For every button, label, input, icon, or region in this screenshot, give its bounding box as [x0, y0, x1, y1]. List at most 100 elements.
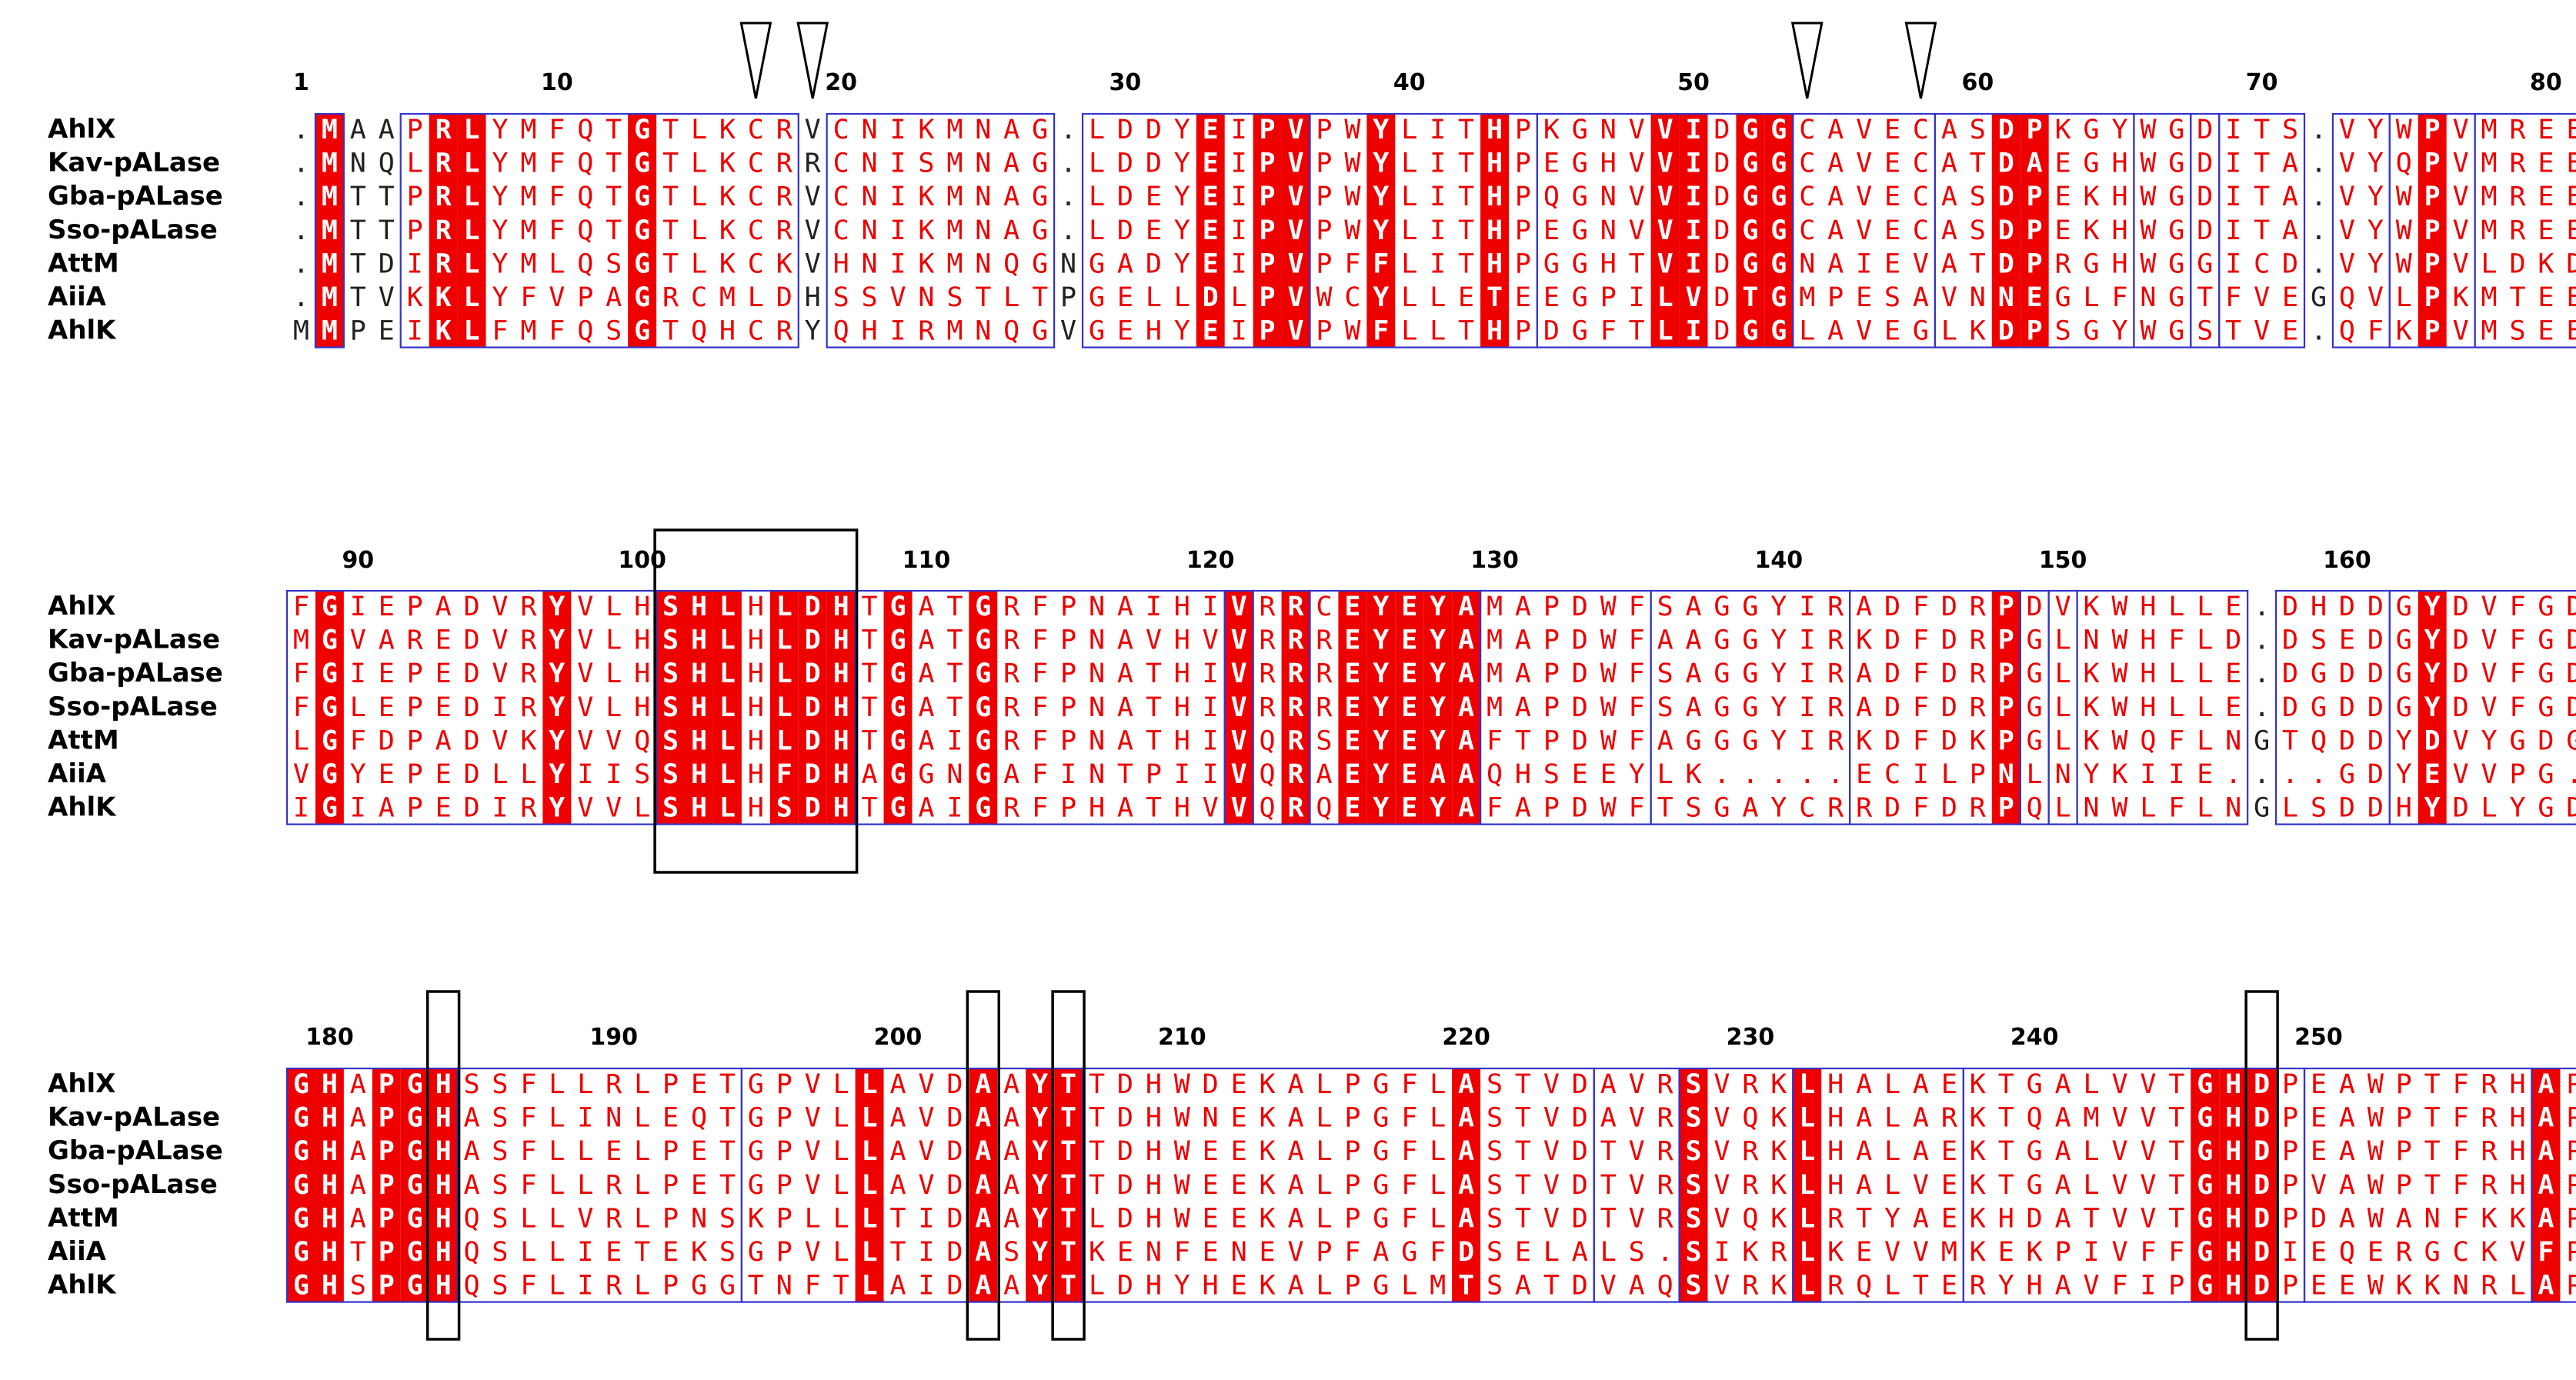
- residue: Y: [1032, 1170, 1048, 1201]
- residue: G: [1770, 148, 1787, 179]
- residue: V: [2453, 759, 2469, 790]
- residue: P: [2282, 1170, 2298, 1201]
- residue: I: [1856, 248, 1872, 279]
- residue: K: [918, 115, 934, 145]
- residue: Q: [1543, 182, 1560, 212]
- residue: V: [918, 1170, 934, 1201]
- residue: Y: [1884, 1203, 1900, 1234]
- residue: E: [1344, 592, 1360, 622]
- residue: T: [1032, 282, 1048, 313]
- residue: H: [322, 1237, 338, 1268]
- residue: P: [1316, 1237, 1332, 1268]
- residue: H: [1174, 725, 1190, 756]
- residue: P: [407, 115, 423, 145]
- residue: L: [2055, 725, 2071, 756]
- residue: Q: [1003, 316, 1019, 347]
- residue: I: [1799, 725, 1815, 756]
- residue: H: [2140, 625, 2156, 656]
- residue: V: [492, 725, 508, 756]
- residue: A: [1856, 692, 1872, 723]
- residue: N: [862, 215, 878, 246]
- residue: V: [577, 725, 593, 756]
- residue: H: [2111, 248, 2127, 279]
- residue: C: [1344, 282, 1360, 313]
- residue: K: [1970, 1170, 1986, 1201]
- residue: Y: [1373, 215, 1389, 246]
- residue: A: [1003, 1069, 1019, 1100]
- identical-column-shade: [2418, 114, 2447, 348]
- residue: Y: [1430, 625, 1446, 656]
- residue: R: [1657, 1103, 1674, 1134]
- residue: D: [1998, 215, 2014, 246]
- residue: P: [1316, 248, 1332, 279]
- residue: T: [1089, 1170, 1105, 1201]
- residue: G: [1713, 793, 1730, 824]
- residue: G: [293, 1237, 309, 1268]
- residue: D: [1572, 1271, 1588, 1302]
- residue: G: [293, 1271, 309, 1302]
- residue: P: [2396, 1069, 2412, 1100]
- residue: T: [862, 658, 878, 689]
- residue: T: [1970, 148, 1986, 179]
- residue: L: [2055, 625, 2071, 656]
- residue: A: [1515, 1271, 1531, 1302]
- residue: V: [805, 215, 821, 246]
- residue: T: [719, 1069, 736, 1100]
- residue: .: [2311, 215, 2327, 246]
- motif-box-marker: [425, 990, 461, 1341]
- residue: A: [1827, 182, 1844, 212]
- residue: G: [407, 1136, 423, 1167]
- residue: D: [805, 658, 821, 689]
- residue: V: [1657, 248, 1673, 279]
- residue: S: [1316, 725, 1332, 756]
- alignment-block-1: AhlXKav-pALaseGba-pALaseSso-pALaseAttMAi…: [48, 22, 2576, 348]
- residue: T: [2424, 1170, 2441, 1201]
- residue: E: [1231, 1271, 1247, 1302]
- residue: V: [1543, 1136, 1560, 1167]
- residue: P: [2027, 248, 2043, 279]
- residue: Q: [577, 182, 593, 212]
- residue: V: [577, 1203, 593, 1234]
- residue: T: [1998, 1103, 2014, 1134]
- residue: E: [2566, 115, 2576, 145]
- residue: .: [2566, 759, 2576, 790]
- residue: S: [606, 248, 622, 279]
- residue: Q: [634, 725, 650, 756]
- residue: Y: [1770, 692, 1787, 723]
- residue: A: [2538, 1203, 2554, 1234]
- residue: L: [1316, 1271, 1332, 1302]
- residue: H: [2509, 1170, 2525, 1201]
- residue: V: [1657, 182, 1673, 212]
- residue: E: [2027, 282, 2043, 313]
- residue: G: [975, 793, 991, 824]
- residue: M: [293, 625, 309, 656]
- residue: R: [1742, 1170, 1759, 1201]
- residue: A: [889, 1069, 906, 1100]
- residue: D: [2282, 692, 2298, 723]
- residue: A: [1913, 1136, 1929, 1167]
- residue: Q: [464, 1237, 480, 1268]
- residue: A: [1913, 1203, 1929, 1234]
- residue: T: [1657, 793, 1673, 824]
- residue: T: [946, 592, 963, 622]
- residue: H: [748, 625, 764, 656]
- residue: N: [862, 182, 878, 212]
- residue: W: [1316, 282, 1333, 313]
- residue: L: [1799, 1237, 1815, 1268]
- residue: D: [805, 793, 821, 824]
- ruler-number: 140: [1755, 547, 1804, 574]
- residue: P: [662, 1271, 679, 1302]
- residue: N: [2453, 1271, 2469, 1302]
- residue: E: [606, 1136, 622, 1167]
- residue: V: [2140, 1203, 2156, 1234]
- residue: .: [2254, 592, 2270, 622]
- residue: W: [2111, 725, 2128, 756]
- residue: H: [1203, 1271, 1219, 1302]
- residue: R: [1003, 725, 1020, 756]
- residue: A: [1287, 1136, 1303, 1167]
- residue: C: [1913, 148, 1929, 179]
- sequence-name-ahlk: AhlK: [48, 1270, 117, 1301]
- residue: G: [1713, 725, 1730, 756]
- residue: P: [1060, 793, 1076, 824]
- residue: E: [1146, 215, 1162, 246]
